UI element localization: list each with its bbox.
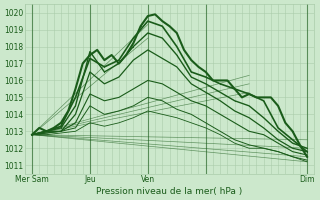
X-axis label: Pression niveau de la mer( hPa ): Pression niveau de la mer( hPa ) (96, 187, 243, 196)
